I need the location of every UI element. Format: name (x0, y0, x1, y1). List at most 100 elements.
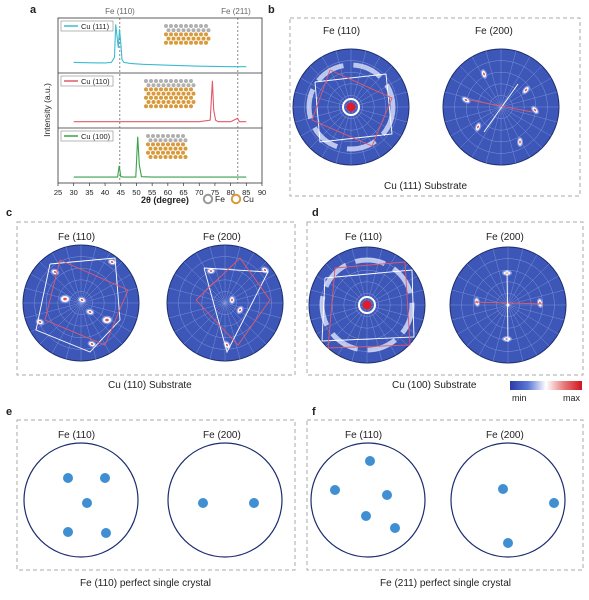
colorbar-min-label: min (512, 393, 527, 403)
c-fe110-weak-spot-core (53, 271, 57, 273)
b-fe200-spot-core (519, 140, 521, 144)
fe-atom (181, 83, 186, 88)
cu-atom (159, 95, 163, 100)
polar-spoke (174, 302, 226, 333)
caption-f: Fe (211) perfect single crystal (380, 578, 511, 589)
polar-spoke (65, 302, 82, 360)
polar-spoke (224, 302, 282, 319)
series-legend-label: Cu (100) (81, 132, 111, 141)
cu-legend-symbol (230, 193, 242, 205)
polar-spoke (507, 304, 524, 362)
fe-atom (164, 24, 168, 28)
polar-spoke (51, 302, 82, 354)
cu-atom (174, 95, 178, 100)
cu-atom (174, 87, 178, 92)
b-fe110-frame (314, 73, 393, 143)
polar-spoke (507, 275, 559, 306)
fe-atom (178, 138, 183, 143)
caption-c: Cu (110) Substrate (108, 380, 192, 391)
cu-atom (171, 100, 176, 104)
cu-atom (181, 142, 185, 147)
polar-spoke (457, 275, 509, 306)
cu-atom (148, 146, 153, 151)
cu-atom (151, 100, 156, 104)
polar-spoke (507, 289, 565, 306)
fe-atom (146, 134, 150, 138)
series-legend-box (60, 130, 114, 142)
polar-spoke (485, 50, 502, 108)
cu-atom (146, 142, 150, 147)
cu-atom (171, 36, 176, 41)
texture-ring (306, 62, 396, 152)
cu-atom (174, 32, 178, 37)
pole-e-fe200 (167, 442, 283, 558)
polar-spoke (492, 304, 509, 362)
polar-spoke (500, 106, 552, 137)
cu-atom (178, 155, 183, 159)
e-fe110-title: Fe (110) (58, 430, 96, 441)
fe-atom (161, 134, 165, 138)
ideal-disc (450, 442, 566, 558)
polar-spoke (224, 302, 241, 360)
polar-spoke (450, 106, 502, 137)
polar-spoke (39, 261, 82, 304)
cu-atom (173, 146, 178, 151)
c-fe110-weak-spot-core (88, 311, 92, 313)
polar-spoke (309, 65, 352, 108)
cu-atom (169, 95, 173, 100)
x-tick-label: 55 (148, 188, 156, 197)
colorbar-max-label: max (563, 393, 581, 403)
polar-spoke (224, 302, 276, 333)
fe-atom (144, 79, 148, 83)
polar-spoke (466, 263, 509, 306)
cu-atom (186, 91, 191, 96)
cu-atom (179, 40, 183, 45)
polar-spoke (39, 302, 82, 345)
pole-d-fe110 (308, 246, 426, 364)
fe-atom (179, 79, 183, 83)
b-fe200-line-red (469, 99, 533, 113)
cu-atom (151, 150, 155, 155)
cu-atom (174, 40, 178, 45)
fe-atom (168, 138, 173, 143)
polar-spoke (350, 77, 402, 108)
polar-spoke (337, 304, 368, 356)
c-fe110-weak-spot-core (38, 321, 42, 323)
cu-atom (171, 91, 176, 96)
cu-atom (171, 142, 175, 147)
ideal-spot (249, 498, 259, 508)
fe-atom (166, 134, 170, 138)
cu-atom (179, 104, 183, 109)
polar-spoke (478, 254, 509, 306)
ideal-spot (361, 511, 371, 521)
cu-atom (158, 146, 163, 151)
polar-spoke (310, 289, 368, 306)
caption-e: Fe (110) perfect single crystal (80, 578, 211, 589)
polar-spoke (224, 252, 255, 304)
cu-atom (199, 40, 203, 45)
series-line-1 (73, 80, 247, 123)
cu-atom (174, 104, 178, 109)
cu-atom (176, 36, 181, 41)
cu-atom (169, 104, 173, 109)
cu-atom (186, 100, 191, 104)
fe-atom (191, 83, 196, 88)
cu-atom (158, 155, 163, 159)
fe-atom (173, 138, 178, 143)
pole-e-fe110 (23, 442, 139, 558)
cu-atom (191, 91, 196, 96)
cu-atom (166, 36, 171, 41)
polar-spoke (366, 304, 409, 347)
c-fe200-variant (195, 257, 271, 346)
cu-atom (166, 150, 170, 155)
y-axis-label: Intensity (a.u.) (42, 83, 52, 137)
polar-spoke (321, 56, 352, 108)
cu-atom (184, 95, 188, 100)
cu-atom (159, 87, 163, 92)
polar-spoke (500, 106, 517, 164)
ideal-spot (503, 538, 513, 548)
polar-spoke (294, 106, 352, 123)
polar-spoke (309, 106, 352, 149)
polar-spoke (351, 304, 368, 362)
cu-atom (176, 91, 181, 96)
